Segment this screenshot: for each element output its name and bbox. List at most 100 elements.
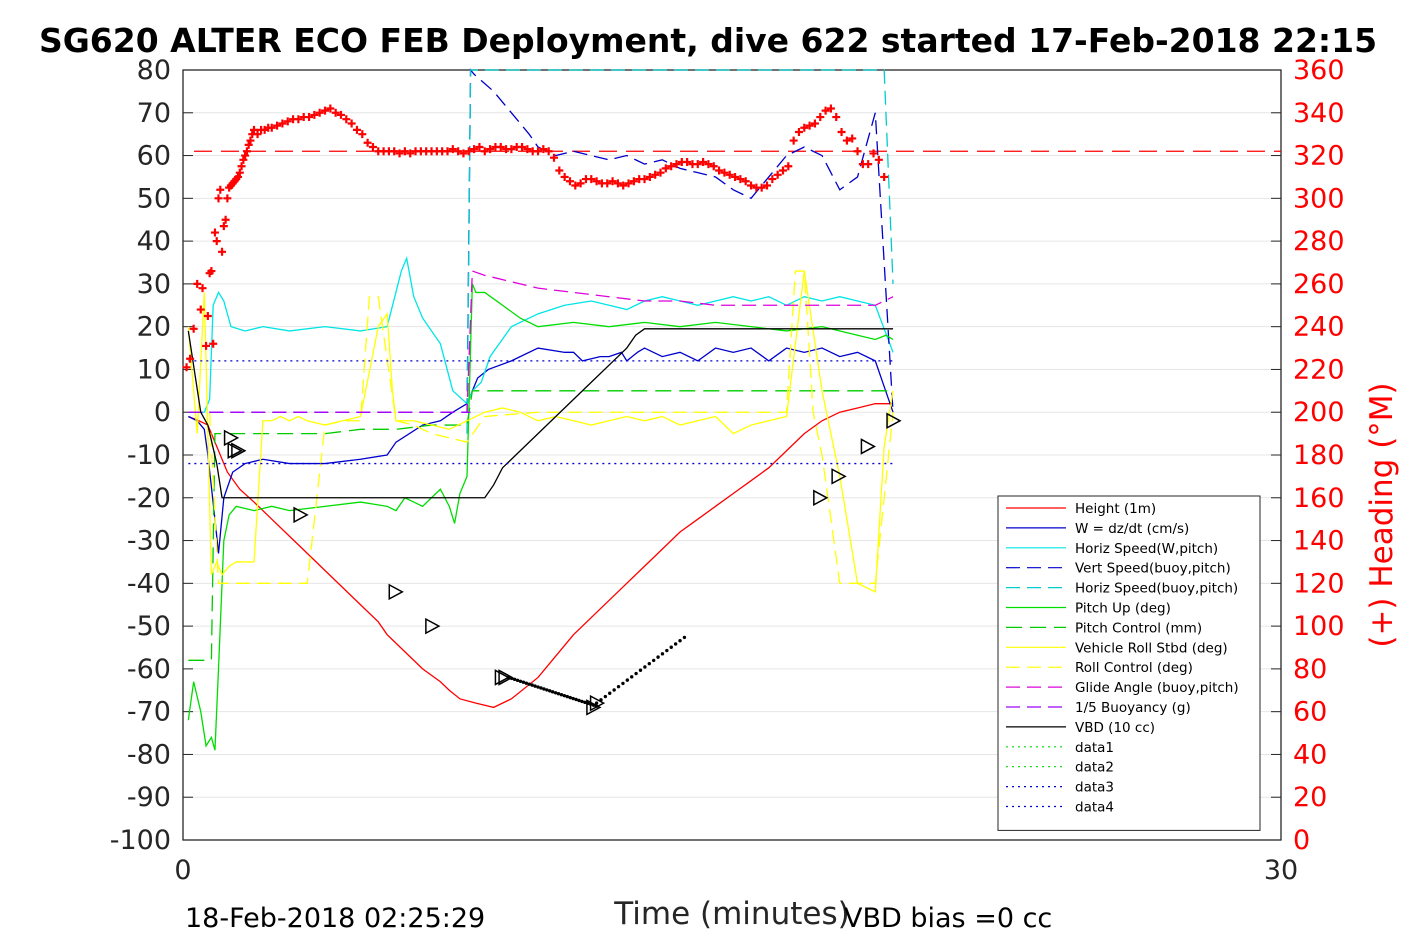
triangle-marker bbox=[223, 429, 240, 447]
heading-point bbox=[725, 170, 734, 179]
heading-point bbox=[480, 147, 489, 156]
y-right-tick-label: 40 bbox=[1293, 739, 1327, 770]
series-line-0 bbox=[188, 403, 894, 709]
dot-marker bbox=[656, 655, 660, 659]
dot-marker bbox=[647, 661, 651, 666]
legend-label: Vert Speed(buoy,pitch) bbox=[1075, 561, 1231, 577]
heading-point bbox=[842, 136, 851, 145]
heading-point bbox=[544, 147, 553, 156]
heading-point bbox=[571, 181, 580, 190]
y-right-tick-label: 60 bbox=[1293, 697, 1327, 728]
heading-point bbox=[699, 157, 708, 166]
heading-point bbox=[196, 305, 205, 314]
triangle-marker bbox=[293, 506, 309, 524]
heading-point bbox=[336, 110, 345, 119]
dot-marker bbox=[594, 704, 599, 708]
y-tick-label: -90 bbox=[127, 782, 171, 813]
heading-point bbox=[212, 237, 221, 246]
heading-point bbox=[869, 149, 878, 158]
y-tick-label: -40 bbox=[127, 568, 171, 599]
heading-point bbox=[629, 177, 638, 186]
triangle-marker bbox=[494, 669, 511, 686]
heading-point bbox=[390, 147, 399, 156]
y-tick-label: -10 bbox=[127, 440, 171, 471]
heading-point bbox=[315, 108, 324, 117]
legend-label: Pitch Control (mm) bbox=[1075, 620, 1202, 636]
heading-point bbox=[704, 160, 713, 169]
y-right-tick-label: 340 bbox=[1293, 98, 1345, 129]
dot-marker bbox=[515, 678, 520, 683]
triangle-marker bbox=[831, 468, 847, 485]
dot-markers bbox=[507, 635, 687, 708]
dot-marker bbox=[616, 684, 621, 689]
heading-point bbox=[216, 185, 225, 194]
y-tick-label: 20 bbox=[137, 312, 171, 343]
heading-point bbox=[805, 121, 814, 130]
heading-point bbox=[358, 130, 367, 139]
heading-point bbox=[486, 145, 495, 154]
heading-point bbox=[741, 177, 750, 186]
heading-point bbox=[624, 179, 633, 188]
y-axis-left: 80 70 60 50 40 30 20 10 0 -10 -20 -30 -40 -50 -60 -70 -8… bbox=[110, 55, 193, 856]
heading-point bbox=[603, 179, 612, 188]
heading-point bbox=[720, 168, 729, 177]
heading-point bbox=[464, 147, 473, 156]
y-right-tick-label: 180 bbox=[1293, 440, 1345, 471]
heading-point bbox=[747, 181, 756, 190]
y-tick-label: 50 bbox=[137, 183, 171, 214]
dot-marker bbox=[568, 695, 572, 700]
series-line-6 bbox=[188, 390, 894, 661]
heading-point bbox=[539, 145, 548, 154]
dot-marker bbox=[630, 675, 634, 679]
y-right-tick-label: 220 bbox=[1293, 354, 1345, 385]
dot-marker bbox=[559, 692, 564, 697]
heading-point bbox=[507, 145, 516, 154]
dot-marker bbox=[669, 645, 673, 649]
y-right-tick-label: 120 bbox=[1293, 568, 1345, 599]
heading-point bbox=[645, 172, 654, 181]
y-right-tick-label: 360 bbox=[1293, 55, 1345, 86]
y-tick-label: 60 bbox=[137, 141, 171, 172]
y-tick-label: -60 bbox=[127, 654, 171, 685]
heading-point bbox=[347, 119, 356, 128]
dot-marker bbox=[599, 698, 603, 702]
legend-label: data4 bbox=[1075, 800, 1114, 816]
heading-point bbox=[763, 181, 772, 190]
legend-label: data3 bbox=[1075, 780, 1114, 796]
heading-point bbox=[587, 175, 596, 184]
heading-point bbox=[209, 339, 218, 348]
heading-point bbox=[283, 117, 292, 126]
heading-point bbox=[459, 149, 468, 158]
heading-point bbox=[496, 143, 505, 151]
heading-point bbox=[207, 267, 216, 276]
heading-point bbox=[242, 147, 251, 156]
heading-point bbox=[219, 222, 228, 231]
dot-marker bbox=[678, 638, 682, 643]
heading-point bbox=[592, 177, 601, 186]
legend-label: Roll Control (deg) bbox=[1075, 660, 1193, 676]
y-right-tick-label: 100 bbox=[1293, 611, 1345, 642]
dot-marker bbox=[521, 680, 526, 684]
heading-point bbox=[768, 175, 777, 184]
series-group bbox=[187, 68, 1281, 751]
heading-point bbox=[534, 147, 543, 156]
heading-point bbox=[443, 147, 452, 156]
y-right-tick-label: 200 bbox=[1293, 397, 1345, 428]
dot-marker bbox=[530, 683, 534, 687]
heading-point bbox=[448, 145, 457, 154]
series-line-1 bbox=[188, 347, 894, 554]
y-tick-label: -100 bbox=[110, 825, 171, 856]
legend-label: W = dz/dt (cm/s) bbox=[1075, 521, 1189, 537]
dot-marker bbox=[507, 675, 511, 680]
heading-point bbox=[667, 162, 676, 171]
heading-point bbox=[310, 110, 319, 119]
y-right-tick-label: 0 bbox=[1293, 825, 1310, 856]
heading-point bbox=[237, 162, 246, 171]
heading-point bbox=[640, 175, 649, 184]
heading-point bbox=[693, 160, 702, 169]
dot-marker bbox=[553, 691, 558, 695]
heading-point bbox=[241, 151, 250, 160]
dot-marker bbox=[660, 652, 665, 656]
heading-markers bbox=[182, 104, 889, 372]
